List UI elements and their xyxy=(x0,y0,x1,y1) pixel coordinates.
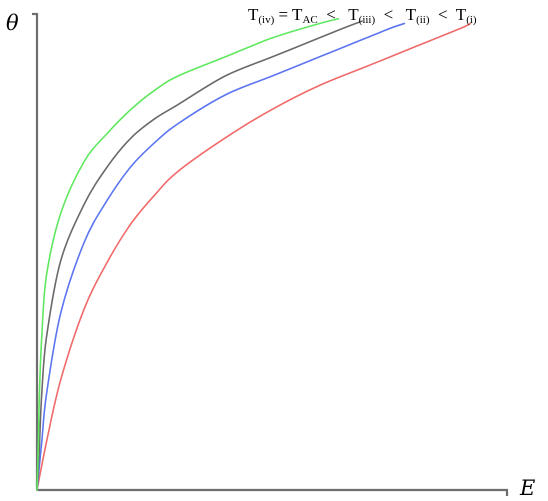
y-axis-title: θ xyxy=(6,11,19,35)
temperature-order-label-part: AC xyxy=(302,14,317,26)
temperature-order-label-part: (i) xyxy=(466,14,477,26)
series-line-1 xyxy=(36,22,472,491)
series-line-4 xyxy=(36,18,340,491)
temperature-order-label: T(iv) = TAC < T(iii) < T(ii) < T(i) xyxy=(248,5,477,26)
temperature-order-label-part: = T xyxy=(274,5,303,24)
temperature-order-label-part: (ii) xyxy=(416,14,430,26)
axes: θ E xyxy=(6,11,535,500)
series-line-2 xyxy=(36,22,406,491)
temperature-order-label-part: < T xyxy=(318,5,360,24)
temperature-order-label-part: < T xyxy=(430,5,467,24)
series-layer xyxy=(36,18,472,491)
temperature-order-label-part: (iv) xyxy=(258,14,274,26)
temperature-order-label-part: T xyxy=(248,5,259,24)
x-axis-title: E xyxy=(519,476,535,500)
series-line-3 xyxy=(36,20,363,491)
temperature-order-label-part: < T xyxy=(375,5,417,24)
temperature-order-label-part: (iii) xyxy=(359,14,376,26)
